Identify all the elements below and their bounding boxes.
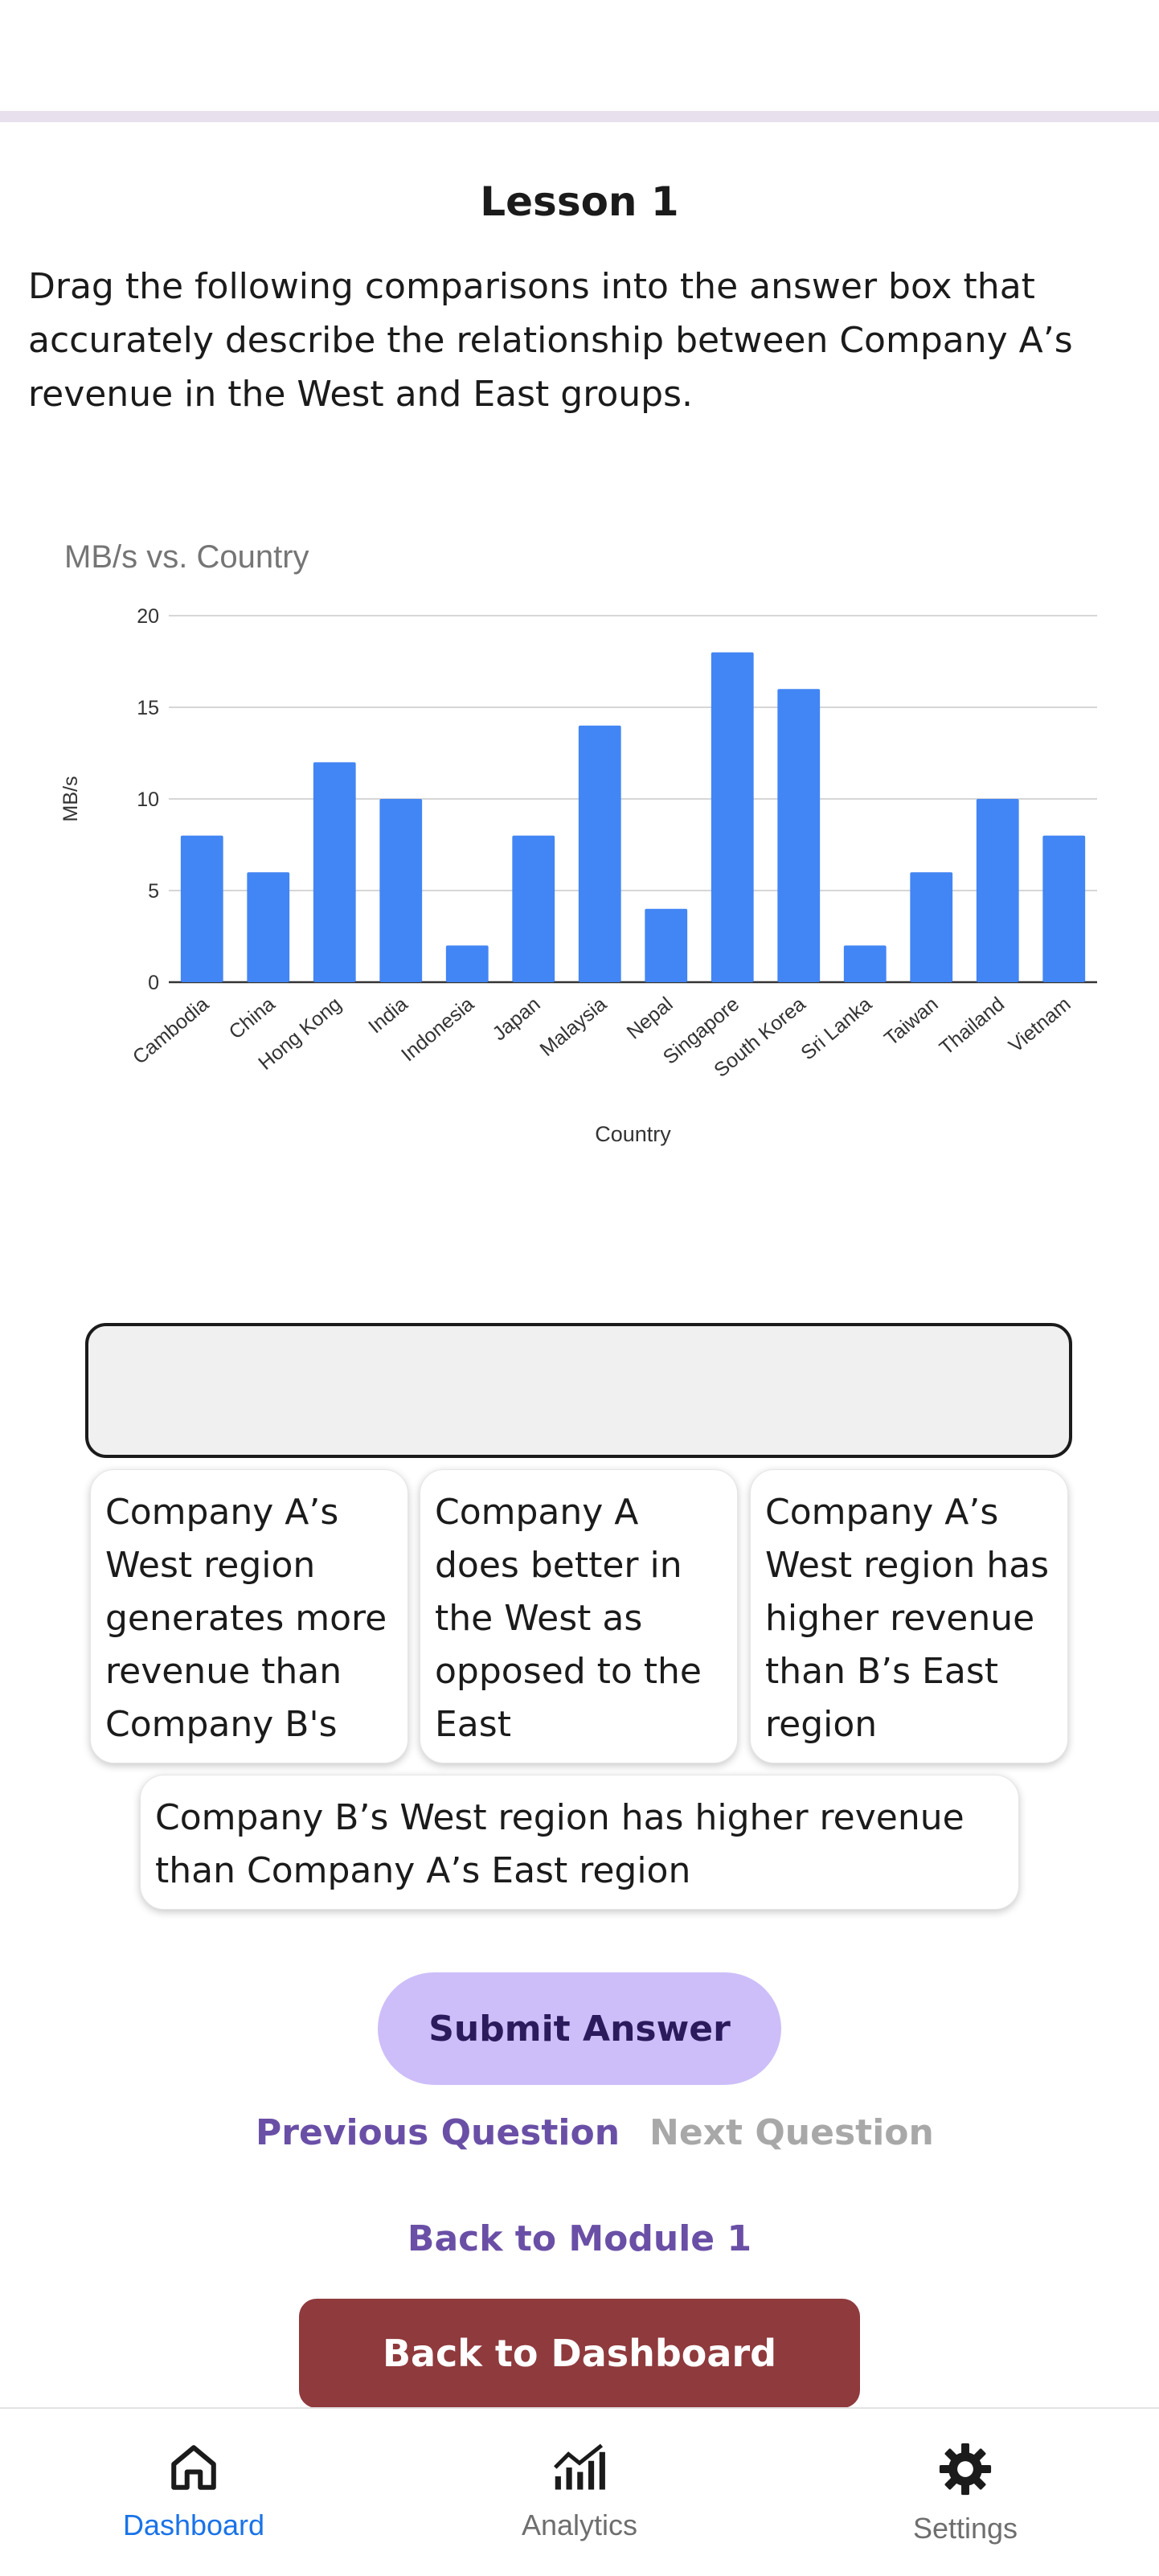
bottom-nav-bar: Dashboard Analytics [0, 2407, 1159, 2574]
y-axis-label: MB/s [59, 776, 82, 822]
x-axis-label: Country [595, 1122, 671, 1146]
gear-icon [939, 2443, 992, 2496]
bar-thailand [976, 799, 1019, 982]
next-question-link[interactable]: Next Question [649, 2112, 934, 2153]
x-tick-label: Japan [488, 993, 544, 1045]
x-tick-label: Vietnam [1005, 993, 1075, 1057]
home-icon [171, 2445, 216, 2490]
lesson-title: Lesson 1 [480, 178, 679, 225]
bar-taiwan [910, 872, 953, 982]
nav-label-settings: Settings [912, 2512, 1018, 2545]
nav-item-dashboard[interactable]: Dashboard [49, 2409, 338, 2576]
nav-label-dashboard: Dashboard [122, 2508, 265, 2541]
bar-japan [512, 835, 555, 982]
nav-item-settings[interactable]: Settings [821, 2409, 1110, 2576]
x-tick-label: Thailand [936, 993, 1009, 1059]
bar-cambodia [180, 835, 223, 982]
nav-label-analytics: Analytics [521, 2508, 638, 2541]
y-tick-label: 0 [148, 972, 159, 994]
y-tick-label: 5 [148, 880, 159, 903]
y-tick-label: 10 [137, 788, 159, 811]
back-to-module-link[interactable]: Back to Module 1 [407, 2218, 752, 2259]
back-to-dashboard-button[interactable]: Back to Dashboard [299, 2299, 860, 2408]
answer-drop-zone[interactable] [85, 1323, 1072, 1458]
y-tick-label: 15 [137, 697, 159, 719]
bar-malaysia [578, 725, 621, 982]
nav-item-analytics[interactable]: Analytics [435, 2409, 724, 2576]
bar-india [379, 799, 423, 982]
x-tick-label: Taiwan [880, 993, 943, 1050]
bar-sri-lanka [843, 945, 887, 982]
bar-china [247, 872, 290, 982]
analytics-icon [553, 2443, 605, 2490]
bar-indonesia [445, 945, 489, 982]
y-tick-label: 20 [137, 605, 159, 628]
option-card-4[interactable]: Company B’s West region has higher reven… [140, 1775, 1019, 1910]
x-tick-label: Cambodia [129, 993, 213, 1069]
option-card-1[interactable]: Company A’s West region generates more r… [90, 1469, 408, 1763]
bar-hong-kong [313, 762, 356, 982]
bar-singapore [711, 652, 754, 982]
submit-answer-button[interactable]: Submit Answer [378, 1972, 781, 2085]
bar-south-korea [777, 689, 821, 982]
previous-question-link[interactable]: Previous Question [256, 2112, 620, 2153]
x-tick-label: Nepal [623, 993, 678, 1043]
question-prompt: Drag the following comparisons into the … [28, 266, 1073, 415]
x-tick-label: Malaysia [536, 993, 612, 1061]
bar-vietnam [1042, 835, 1086, 982]
top-divider [0, 111, 1159, 122]
x-tick-label: India [364, 993, 412, 1038]
x-tick-label: Sri Lanka [797, 993, 876, 1064]
x-tick-label: China [225, 993, 280, 1043]
option-card-3[interactable]: Company A’s West region has higher reven… [750, 1469, 1068, 1763]
x-tick-label: Indonesia [397, 993, 478, 1066]
bar-nepal [645, 908, 688, 982]
option-card-2[interactable]: Company A does better in the West as opp… [420, 1469, 738, 1763]
chart-title: MB/s vs. Country [64, 539, 309, 575]
